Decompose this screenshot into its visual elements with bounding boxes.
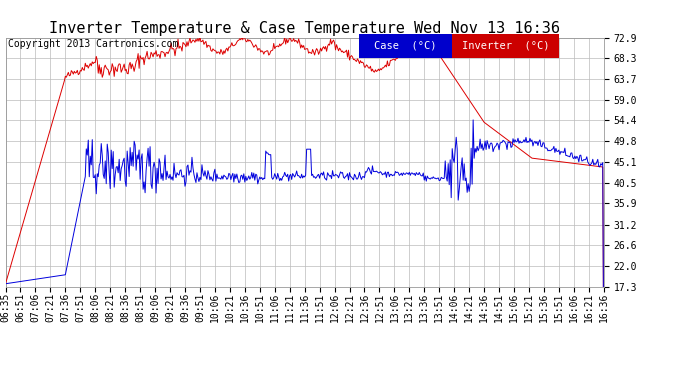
Text: Case  (°C): Case (°C) xyxy=(374,41,437,51)
Title: Inverter Temperature & Case Temperature Wed Nov 13 16:36: Inverter Temperature & Case Temperature … xyxy=(49,21,560,36)
Text: Inverter  (°C): Inverter (°C) xyxy=(462,41,549,51)
Text: Copyright 2013 Cartronics.com: Copyright 2013 Cartronics.com xyxy=(8,39,179,50)
